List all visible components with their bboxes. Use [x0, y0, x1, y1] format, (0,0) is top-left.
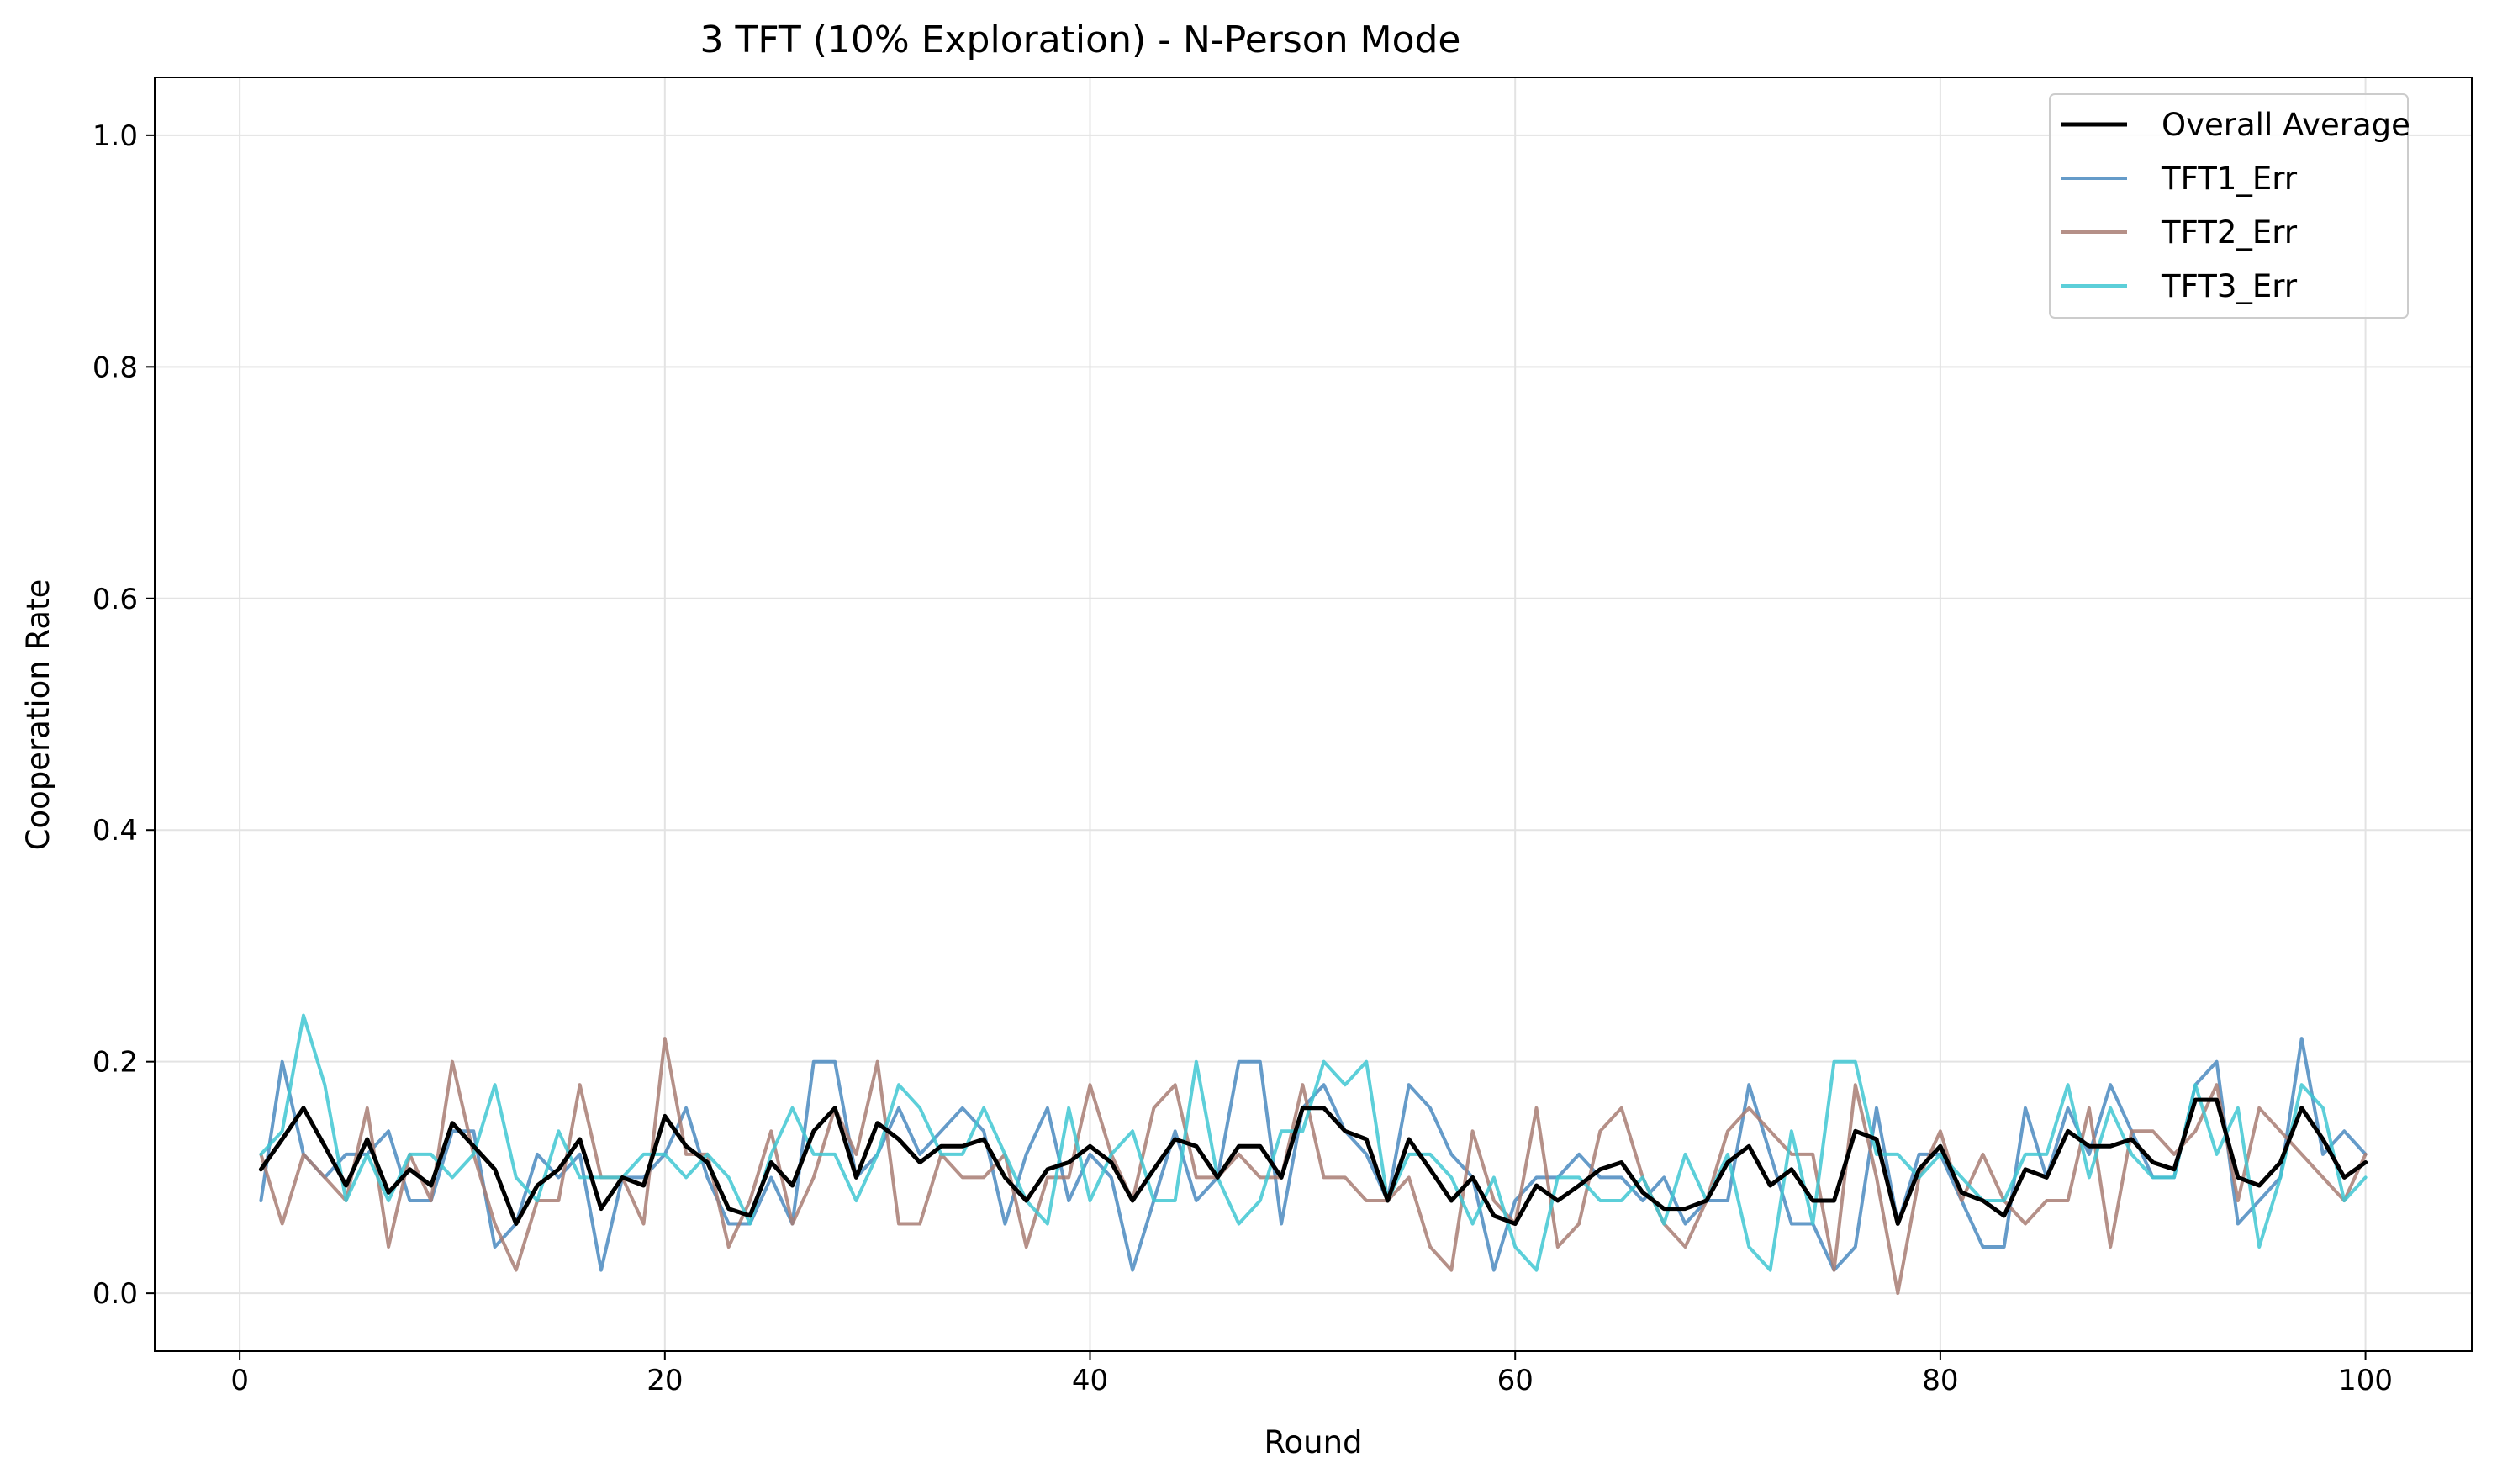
y-tick-label: 1.0	[92, 119, 138, 153]
grid	[155, 77, 2472, 1351]
legend-label: TFT3_Err	[2161, 268, 2298, 304]
y-tick-label: 0.8	[92, 351, 138, 384]
legend-label: TFT2_Err	[2161, 214, 2298, 251]
x-tick-label: 0	[230, 1364, 249, 1397]
x-tick-label: 80	[1922, 1364, 1958, 1397]
legend-label: Overall Average	[2162, 107, 2410, 143]
legend: Overall Average TFT1_Err TFT2_Err TFT3_Err	[2049, 93, 2410, 319]
plot-frame	[154, 77, 2473, 1352]
y-axis-label: Cooperation Rate	[20, 579, 56, 851]
x-tick-label: 60	[1497, 1364, 1534, 1397]
series-line-overall-average	[258, 1097, 2368, 1226]
y-tick-label: 0.4	[92, 814, 138, 848]
y-tick-label: 0.2	[92, 1046, 138, 1080]
y-tick-label: 0.0	[92, 1277, 138, 1311]
y-tick-label: 0.6	[92, 583, 138, 616]
series-line-tft3-err	[259, 1013, 2368, 1272]
x-tick-label: 100	[2338, 1364, 2393, 1397]
legend-label: TFT1_Err	[2161, 161, 2298, 197]
legend-box	[2049, 93, 2409, 319]
ticks: 0 20 40 60 80 100 0.0 0.2 0.4 0.6 0.8 1.0	[92, 119, 2393, 1397]
x-axis-label: Round	[1264, 1424, 1362, 1460]
series-layer	[258, 1013, 2368, 1296]
x-tick-label: 20	[647, 1364, 683, 1397]
chart-title: 3 TFT (10% Exploration) - N-Person Mode	[700, 18, 1461, 61]
x-tick-label: 40	[1072, 1364, 1108, 1397]
